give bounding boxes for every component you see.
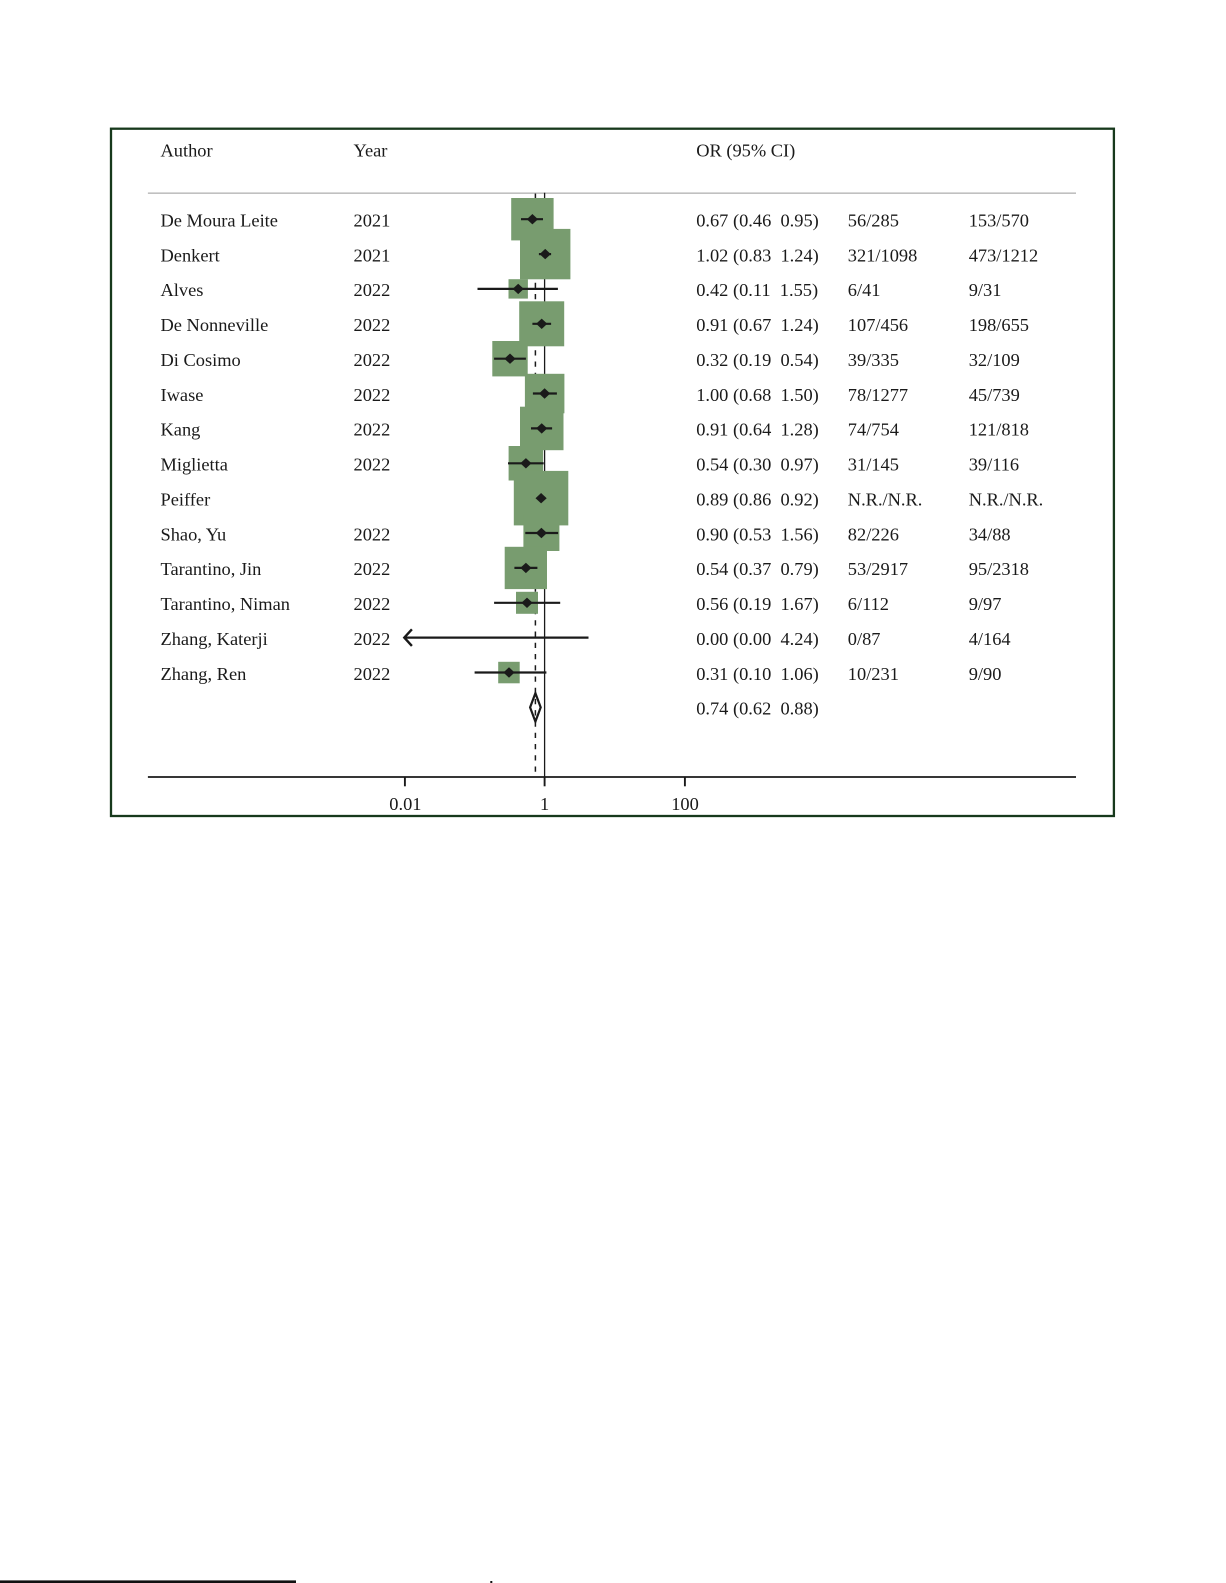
svg-text:31/145: 31/145 (848, 455, 899, 475)
svg-text:0.32 (0.19 0.54): 0.32 (0.19 0.54) (696, 350, 819, 371)
svg-text:N.R./N.R.: N.R./N.R. (848, 490, 923, 510)
svg-text:1.02 (0.83 1.24): 1.02 (0.83 1.24) (696, 245, 819, 266)
svg-text:2022: 2022 (354, 280, 391, 300)
svg-text:2022: 2022 (354, 559, 391, 579)
svg-text:Di Cosimo: Di Cosimo (161, 350, 241, 370)
svg-text:2022: 2022 (354, 350, 391, 370)
svg-text:32/109: 32/109 (969, 350, 1020, 370)
svg-text:6/112: 6/112 (848, 594, 889, 614)
svg-text:Alves: Alves (161, 280, 204, 300)
svg-text:Tarantino, Jin: Tarantino, Jin (161, 559, 262, 579)
svg-text:0.01: 0.01 (389, 794, 421, 814)
svg-text:Kang: Kang (161, 420, 201, 440)
svg-text:39/335: 39/335 (848, 350, 899, 370)
svg-text:82/226: 82/226 (848, 524, 899, 544)
svg-text:0.89 (0.86 0.92): 0.89 (0.86 0.92) (696, 490, 819, 511)
svg-text:121/818: 121/818 (969, 420, 1029, 440)
svg-text:95/2318: 95/2318 (969, 559, 1029, 579)
svg-text:10/231: 10/231 (848, 664, 899, 684)
svg-text:2022: 2022 (354, 594, 391, 614)
svg-text:0.67 (0.46 0.95): 0.67 (0.46 0.95) (696, 211, 819, 232)
svg-text:Author: Author (161, 140, 213, 160)
svg-text:0.56 (0.19 1.67): 0.56 (0.19 1.67) (696, 594, 819, 615)
svg-text:2022: 2022 (354, 385, 391, 405)
svg-text:Peiffer: Peiffer (161, 490, 211, 510)
svg-text:0/87: 0/87 (848, 629, 881, 649)
svg-text:153/570: 153/570 (969, 211, 1029, 231)
svg-text:0.54 (0.37 0.79): 0.54 (0.37 0.79) (696, 559, 819, 580)
svg-text:45/739: 45/739 (969, 385, 1020, 405)
svg-text:473/1212: 473/1212 (969, 245, 1038, 265)
svg-text:56/285: 56/285 (848, 211, 899, 231)
svg-text:6/41: 6/41 (848, 280, 881, 300)
svg-text:Shao, Yu: Shao, Yu (161, 524, 227, 544)
svg-text:N.R./N.R.: N.R./N.R. (969, 490, 1044, 510)
svg-text:Zhang, Ren: Zhang, Ren (161, 664, 247, 684)
svg-text:0.42 (0.11 1.55): 0.42 (0.11 1.55) (696, 280, 818, 301)
svg-text:2022: 2022 (354, 420, 391, 440)
svg-text:Year: Year (354, 140, 388, 160)
svg-text:9/31: 9/31 (969, 280, 1002, 300)
svg-text:Miglietta: Miglietta (161, 455, 228, 475)
svg-text:2021: 2021 (354, 211, 391, 231)
svg-text:0.91 (0.64 1.28): 0.91 (0.64 1.28) (696, 420, 819, 441)
svg-text:107/456: 107/456 (848, 315, 908, 335)
svg-text:De Moura Leite: De Moura Leite (161, 211, 278, 231)
svg-text:Iwase: Iwase (161, 385, 204, 405)
svg-text:9/90: 9/90 (969, 664, 1002, 684)
svg-text:78/1277: 78/1277 (848, 385, 908, 405)
svg-text:1: 1 (540, 794, 549, 814)
svg-text:2022: 2022 (354, 664, 391, 684)
svg-text:198/655: 198/655 (969, 315, 1029, 335)
svg-text:0.91 (0.67 1.24): 0.91 (0.67 1.24) (696, 315, 819, 336)
svg-text:39/116: 39/116 (969, 455, 1019, 475)
svg-text:2021: 2021 (354, 245, 391, 265)
svg-text:53/2917: 53/2917 (848, 559, 908, 579)
svg-text:4/164: 4/164 (969, 629, 1011, 649)
svg-text:0.00 (0.00 4.24): 0.00 (0.00 4.24) (696, 629, 819, 650)
svg-text:9/97: 9/97 (969, 594, 1002, 614)
svg-text:OR (95% CI): OR (95% CI) (696, 140, 795, 161)
svg-text:Tarantino, Niman: Tarantino, Niman (161, 594, 290, 614)
svg-text:1.00 (0.68 1.50): 1.00 (0.68 1.50) (696, 385, 819, 406)
svg-text:2022: 2022 (354, 315, 391, 335)
svg-text:Zhang, Katerji: Zhang, Katerji (161, 629, 268, 649)
svg-text:34/88: 34/88 (969, 524, 1011, 544)
svg-text:2022: 2022 (354, 455, 391, 475)
svg-text:74/754: 74/754 (848, 420, 899, 440)
svg-text:0.90 (0.53 1.56): 0.90 (0.53 1.56) (696, 524, 819, 545)
svg-text:2022: 2022 (354, 524, 391, 544)
svg-text:De Nonneville: De Nonneville (161, 315, 269, 335)
svg-text:Denkert: Denkert (161, 245, 220, 265)
svg-text:100: 100 (671, 794, 699, 814)
svg-text:321/1098: 321/1098 (848, 245, 917, 265)
svg-text:2022: 2022 (354, 629, 391, 649)
svg-text:0.54 (0.30 0.97): 0.54 (0.30 0.97) (696, 455, 819, 476)
svg-text:0.74 (0.62 0.88): 0.74 (0.62 0.88) (696, 699, 819, 720)
svg-text:0.31 (0.10 1.06): 0.31 (0.10 1.06) (696, 664, 819, 685)
